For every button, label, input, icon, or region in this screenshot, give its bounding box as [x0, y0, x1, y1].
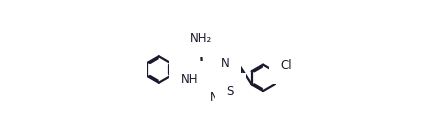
Text: NH: NH: [181, 73, 198, 86]
Text: Cl: Cl: [281, 59, 292, 72]
Text: NH₂: NH₂: [189, 32, 212, 45]
Text: N: N: [210, 91, 219, 104]
Text: N: N: [221, 57, 229, 70]
Text: S: S: [227, 85, 234, 98]
